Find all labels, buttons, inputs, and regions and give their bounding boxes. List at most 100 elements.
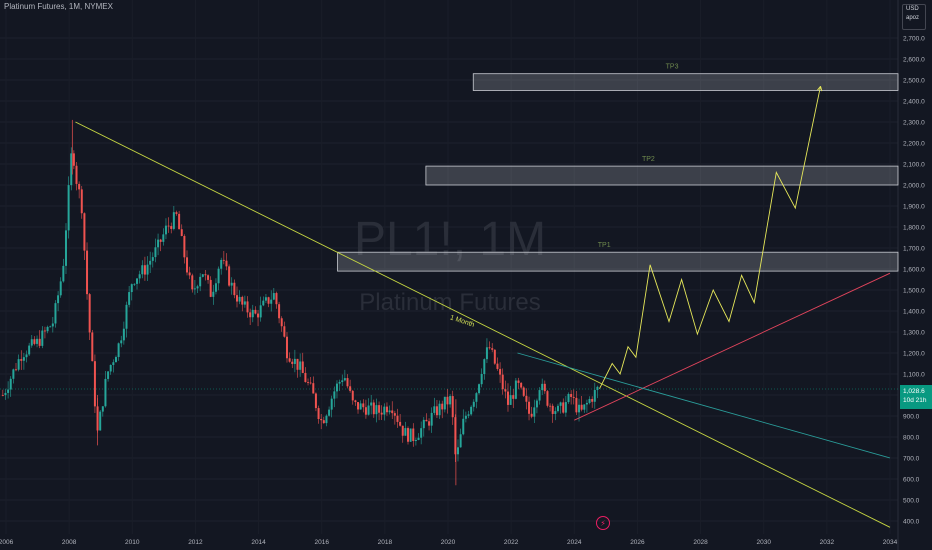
candle-body [138, 274, 141, 279]
candle-body [370, 402, 373, 406]
candle-body [456, 447, 459, 455]
candle-body [41, 330, 44, 346]
candle-body [167, 225, 170, 227]
x-tick-label: 2016 [314, 539, 329, 546]
x-tick-label: 2028 [693, 539, 708, 546]
candle-body [130, 284, 133, 293]
candle-body [451, 396, 454, 418]
candle-body [83, 213, 86, 251]
candle-body [249, 312, 252, 318]
candle-body [172, 212, 175, 229]
y-tick-label: 2,200.0 [903, 141, 925, 148]
candle-body [104, 378, 107, 407]
candle-body [593, 390, 596, 402]
candle-body [128, 292, 131, 305]
candle-body [288, 358, 291, 362]
candle-body [117, 343, 120, 358]
candle-body [401, 425, 404, 436]
candle-body [191, 275, 194, 290]
candle-body [57, 295, 60, 304]
candle-body [396, 415, 399, 422]
candle-body [133, 283, 136, 285]
bar-countdown: 10d 21h [903, 397, 927, 404]
y-tick-label: 1,600.0 [903, 267, 925, 274]
x-tick-label: 2024 [567, 539, 582, 546]
candle-body [467, 414, 470, 416]
y-tick-label: 2,500.0 [903, 78, 925, 85]
candle-body [506, 391, 509, 405]
candle-body [78, 183, 81, 190]
candle-body [333, 391, 336, 399]
y-tick-label: 400.0 [903, 519, 920, 526]
y-tick-label: 1,400.0 [903, 309, 925, 316]
last-price-tag: 1,028.6 10d 21h [900, 385, 932, 409]
lightning-bolt-icon[interactable]: ⚡ [596, 516, 610, 530]
candle-body [272, 293, 275, 300]
candle-body [149, 260, 152, 265]
candle-body [530, 413, 533, 417]
y-tick-label: 2,600.0 [903, 57, 925, 64]
candle-body [449, 396, 452, 405]
candle-body [75, 165, 78, 184]
candle-body [583, 404, 586, 410]
candle-body [101, 406, 104, 412]
candle-body [180, 229, 183, 236]
candle-body [543, 383, 546, 392]
y-tick-label: 1,200.0 [903, 351, 925, 358]
candle-body [70, 153, 73, 186]
x-tick-label: 2020 [441, 539, 456, 546]
candle-body [91, 332, 94, 362]
target-zone [472, 73, 899, 91]
candle-body [435, 406, 438, 416]
candle-body [293, 358, 296, 364]
currency-button[interactable]: USD apoz [902, 4, 926, 30]
candle-body [154, 247, 157, 258]
watermark-name: Platinum Futures [359, 289, 540, 316]
candle-body [283, 326, 286, 337]
x-tick-label: 2026 [630, 539, 645, 546]
price-axis[interactable]: 400.0500.0600.0700.0800.0900.01,000.01,1… [903, 36, 925, 526]
candle-body [585, 402, 588, 405]
projection-path[interactable] [599, 86, 823, 389]
candle-body [407, 428, 410, 442]
candle-body [372, 402, 375, 415]
trendline [517, 352, 891, 459]
candle-body [246, 301, 249, 313]
symbol-title[interactable]: Platinum Futures, 1M, NYMEX [4, 2, 113, 11]
candle-body [575, 397, 578, 413]
target-zone [337, 251, 899, 272]
x-tick-label: 2012 [188, 539, 203, 546]
candle-body [504, 389, 507, 392]
candle-body [414, 439, 417, 442]
candle-body [243, 301, 246, 305]
candle-body [230, 282, 233, 286]
candle-body [488, 347, 491, 349]
target-zones[interactable]: TP3 TP2 TP1 [337, 64, 899, 272]
candle-body [591, 398, 594, 402]
candle-body [509, 395, 512, 405]
x-tick-label: 2022 [504, 539, 519, 546]
candle-body [141, 265, 144, 275]
time-axis[interactable]: 2006 2008 2010 2012 2014 2016 2018 2020 2022 2024… [0, 539, 898, 546]
candle-body [307, 382, 310, 383]
candle-body [512, 395, 515, 399]
y-tick-label: 2,700.0 [903, 36, 925, 43]
last-price: 1,028.6 [903, 388, 925, 395]
candle-body [30, 339, 33, 346]
candle-body [212, 291, 215, 297]
candle-body [441, 403, 444, 410]
candle-body [14, 369, 17, 371]
candle-body [393, 413, 396, 416]
y-tick-label: 2,300.0 [903, 120, 925, 127]
y-tick-label: 600.0 [903, 477, 920, 484]
x-tick-label: 2030 [756, 539, 771, 546]
candle-body [99, 411, 102, 431]
candle-body [151, 257, 154, 261]
candle-body [335, 383, 338, 392]
candle-body [375, 405, 378, 415]
trendlines[interactable]: 1 Month [75, 121, 891, 528]
candle-body [238, 296, 241, 302]
y-tick-label: 1,100.0 [903, 372, 925, 379]
projection-arrowhead [817, 86, 823, 92]
